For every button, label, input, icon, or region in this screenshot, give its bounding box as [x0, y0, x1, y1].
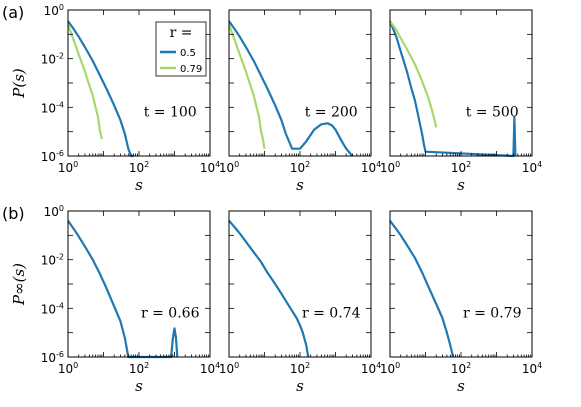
y-tick-label: 10-6	[41, 149, 64, 164]
series-line-0-5	[228, 20, 354, 157]
y-axis-label-a: P(s)	[10, 68, 28, 99]
x-tick-label: 102	[129, 361, 149, 376]
series-line-0-5	[67, 20, 134, 158]
x-tick-label: 100	[219, 160, 239, 175]
y-tick-label: 10-6	[41, 350, 64, 365]
x-tick-label: 100	[380, 361, 400, 376]
x-tick-label: 102	[129, 160, 149, 175]
panel-annotation: r = 0.66	[141, 306, 200, 322]
x-tick-label: 104	[200, 160, 220, 175]
x-tick-label: 104	[361, 361, 381, 376]
legend-entry-label: 0.79	[180, 64, 202, 75]
plot-frame	[389, 9, 533, 157]
row-label-b: (b)	[2, 204, 25, 223]
legend: r = 0.5 0.79	[155, 21, 207, 77]
panel-3: 100 102 104 s t = 500	[380, 9, 542, 194]
x-tick-label: 100	[58, 361, 78, 376]
row-label-a: (a)	[2, 3, 24, 22]
x-axis-label: s	[135, 377, 143, 395]
x-axis-label: s	[457, 176, 465, 194]
x-axis-label: s	[135, 176, 143, 194]
x-axis-label: s	[296, 176, 304, 194]
panel-5: 100 102 104 s r = 0.74	[219, 210, 381, 395]
y-tick-label: 10-4	[41, 301, 64, 316]
x-tick-label: 100	[380, 160, 400, 175]
y-tick-label: 100	[44, 204, 64, 219]
x-axis-label: s	[296, 377, 304, 395]
x-tick-label: 102	[290, 160, 310, 175]
panel-1: 100 102 104 100 10-2 10-4 10-6 s t = 100	[41, 3, 220, 194]
x-tick-label: 102	[451, 160, 471, 175]
y-tick-label: 10-2	[41, 52, 64, 67]
series-line-main	[67, 220, 179, 359]
panel-annotation: t = 100	[144, 105, 197, 121]
y-tick-label: 100	[44, 3, 64, 18]
x-tick-label: 104	[361, 160, 381, 175]
panel-annotation: t = 500	[466, 105, 519, 121]
panel-annotation: t = 200	[305, 105, 358, 121]
x-tick-label: 102	[451, 361, 471, 376]
x-tick-label: 100	[219, 361, 239, 376]
series-line-0-79	[227, 24, 266, 149]
y-tick-label: 10-4	[41, 100, 64, 115]
panel-6: 100 102 104 s r = 0.79	[380, 210, 542, 395]
x-axis-label: s	[457, 377, 465, 395]
y-axis-label-b: P∞(s)	[10, 263, 28, 306]
x-tick-label: 104	[522, 160, 542, 175]
panel-4: 100 102 104 100 10-2 10-4 10-6 s r = 0.66	[41, 204, 220, 395]
legend-title: r =	[170, 25, 193, 41]
series-line-main	[389, 220, 455, 358]
series-line-0-5	[388, 20, 517, 158]
x-tick-label: 104	[522, 361, 542, 376]
plot-frame	[389, 210, 533, 358]
plot-frame	[67, 210, 211, 358]
x-tick-label: 100	[58, 160, 78, 175]
legend-entry-label: 0.5	[180, 48, 196, 59]
series-line-0-79	[66, 24, 103, 140]
x-tick-label: 104	[200, 361, 220, 376]
y-tick-label: 10-2	[41, 253, 64, 268]
panel-annotation: r = 0.79	[463, 306, 522, 322]
x-tick-label: 102	[290, 361, 310, 376]
panel-annotation: r = 0.74	[302, 306, 361, 322]
panel-2: 100 102 104 s t = 200	[219, 9, 381, 194]
series-line-0-79	[389, 20, 438, 128]
series-line-main	[228, 219, 310, 358]
plot-frame	[228, 210, 372, 358]
